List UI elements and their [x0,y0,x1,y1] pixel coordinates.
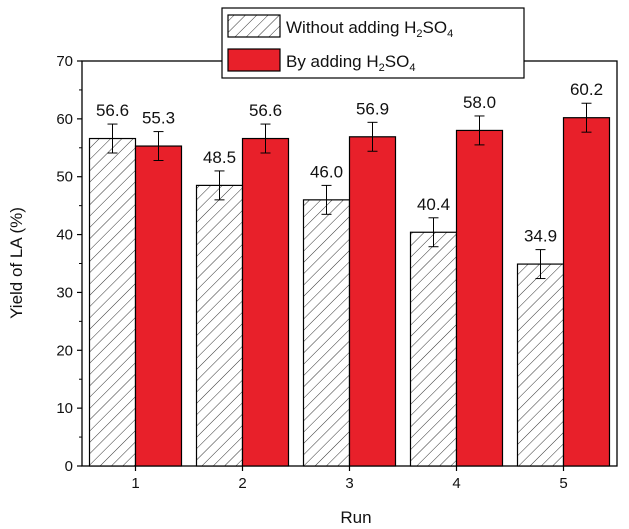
data-label: 56.6 [96,101,129,120]
legend-swatch [227,14,281,38]
data-label: 60.2 [570,80,603,99]
y-axis-title: Yield of LA (%) [7,207,26,319]
data-label: 40.4 [417,195,450,214]
y-tick-label: 30 [56,284,73,301]
legend-label: Without adding H2SO4 [286,18,453,40]
y-tick-label: 10 [56,400,73,417]
legend: Without adding H2SO4 By adding H2SO4 [221,7,525,79]
y-tick-label: 0 [65,458,73,475]
bar [88,137,137,467]
bar [134,145,183,467]
y-tick-label: 60 [56,111,73,128]
bar [516,263,565,467]
bar [562,117,611,467]
bars [88,102,611,467]
bar [409,231,458,467]
y-tick-label: 50 [56,169,73,186]
bar [348,136,397,467]
x-tick-label: 2 [238,475,246,492]
y-tick-label: 40 [56,227,73,244]
legend-swatch [227,48,281,72]
bar [455,129,504,467]
data-label: 46.0 [310,162,343,181]
x-tick-label: 5 [559,475,567,492]
x-tick-label: 1 [131,475,139,492]
data-label: 56.9 [356,99,389,118]
x-tick-label: 4 [452,475,460,492]
data-label: 56.6 [249,101,282,120]
bar [302,199,351,467]
x-axis-title: Run [340,508,371,527]
bar [241,137,290,467]
y-tick-label: 20 [56,342,73,359]
y-tick-label: 70 [56,53,73,70]
data-label: 58.0 [463,93,496,112]
bar [195,184,244,467]
legend-label: By adding H2SO4 [286,52,415,74]
x-tick-label: 3 [345,475,353,492]
data-label: 48.5 [203,148,236,167]
data-label: 55.3 [142,109,175,128]
data-label: 34.9 [524,227,557,246]
data-labels: 56.6 48.5 46.0 40.4 34.9 55.3 56.6 56.9 58.0 60.2 [96,80,603,245]
